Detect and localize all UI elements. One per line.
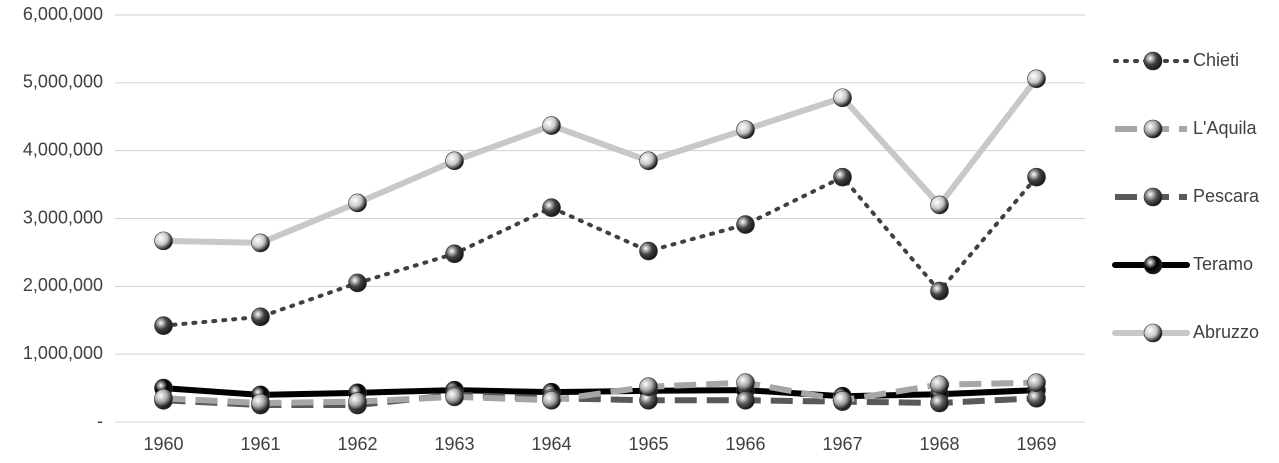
x-tick-label: 1966 (725, 434, 765, 454)
y-tick-label: 1,000,000 (23, 343, 103, 363)
series-marker (348, 193, 367, 213)
series-marker (542, 198, 561, 217)
x-tick-label: 1969 (1016, 434, 1056, 454)
series-marker (154, 316, 173, 335)
x-tick-label: 1968 (919, 434, 959, 454)
series-marker (348, 273, 367, 293)
series-marker (154, 231, 173, 251)
series-marker (1027, 167, 1046, 187)
series-line (161, 175, 1039, 328)
x-tick-label: 1961 (240, 434, 280, 454)
series-marker (930, 281, 949, 301)
x-tick-label: 1964 (531, 434, 571, 454)
legend-label: Pescara (1193, 186, 1260, 206)
y-tick-label: 6,000,000 (23, 4, 103, 24)
series-marker (736, 373, 755, 392)
series-marker (251, 307, 270, 327)
x-tick-label: 1960 (143, 434, 183, 454)
legend-marker (1143, 323, 1163, 343)
x-tick-label: 1967 (822, 434, 862, 454)
series-marker (445, 244, 464, 264)
series-line (160, 75, 1040, 246)
series-marker (639, 241, 658, 261)
x-tick-label: 1962 (337, 434, 377, 454)
series-marker (348, 392, 367, 411)
y-tick-label: 4,000,000 (23, 139, 103, 159)
legend-label: L'Aquila (1193, 118, 1257, 138)
series-line (163, 379, 1037, 407)
series-marker (833, 88, 852, 108)
series-marker (930, 195, 949, 215)
legend-marker (1143, 119, 1163, 139)
series-marker (736, 120, 755, 139)
series-marker (251, 233, 270, 253)
y-tick-label: 5,000,000 (23, 72, 103, 92)
series-marker (542, 116, 561, 135)
series-marker (1027, 388, 1046, 408)
x-tick-label: 1963 (434, 434, 474, 454)
y-tick-label: - (97, 411, 103, 431)
series-marker (736, 390, 755, 410)
y-tick-label: 3,000,000 (23, 207, 103, 227)
series-marker (445, 151, 464, 171)
series-marker (930, 393, 949, 413)
legend-marker (1143, 255, 1163, 275)
series-marker (930, 375, 949, 394)
series-marker (445, 387, 464, 407)
series-marker (639, 377, 658, 397)
legend-label: Teramo (1193, 254, 1253, 274)
series-marker (736, 215, 755, 234)
legend-label: Abruzzo (1193, 322, 1259, 342)
series-marker (154, 388, 173, 408)
legend-marker (1143, 187, 1163, 207)
series-marker (1027, 373, 1046, 392)
series-marker (251, 393, 270, 413)
legend-marker (1143, 51, 1163, 71)
series-marker (542, 390, 561, 410)
series-marker (833, 390, 852, 410)
series-marker (639, 151, 658, 171)
x-tick-label: 1965 (628, 434, 668, 454)
legend-label: Chieti (1193, 50, 1239, 70)
series-marker (1027, 69, 1046, 89)
y-tick-label: 2,000,000 (23, 275, 103, 295)
series-marker (833, 167, 852, 187)
